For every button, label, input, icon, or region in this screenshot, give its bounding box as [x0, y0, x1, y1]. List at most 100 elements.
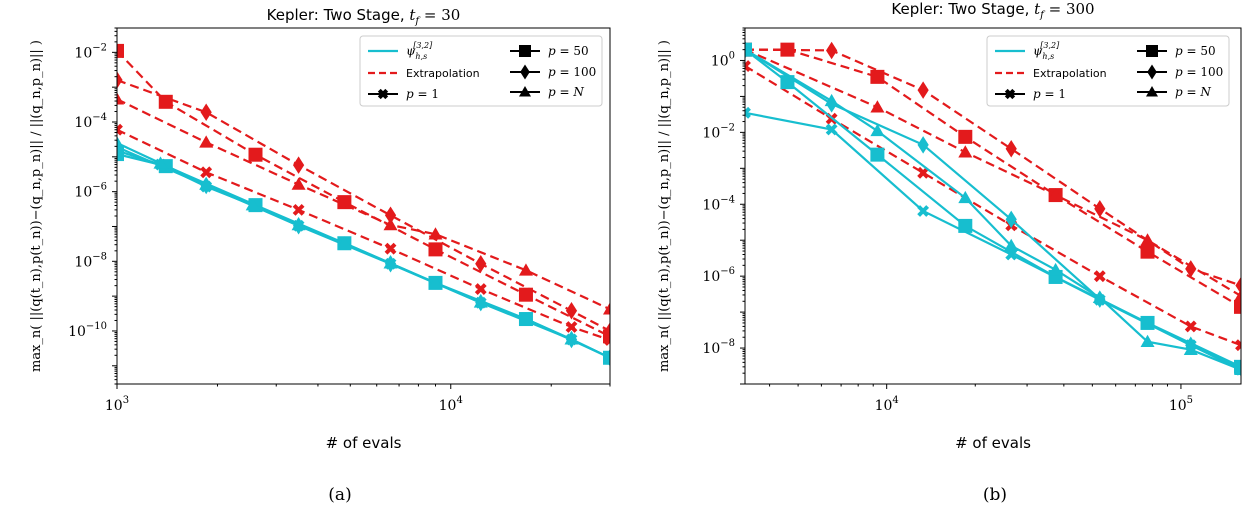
panel-caption: (a) [328, 485, 351, 505]
x-tick-label: 105 [1169, 395, 1193, 414]
series-extrapolation-p-100 [117, 71, 610, 340]
legend-marker-triangle [519, 86, 531, 97]
series-model-p-n [745, 42, 1241, 375]
legend-marker-label: p = 100 [1175, 65, 1223, 79]
data-point-extrapolation-p-1 [474, 283, 487, 295]
chart-panel-a: Kepler: Two Stage, tf = 3010−1010−810−61… [29, 6, 611, 452]
data-point-model-p-n [428, 275, 443, 289]
data-point-model-p-n [1234, 362, 1241, 375]
y-tick-label: 10−4 [702, 194, 735, 213]
y-tick-label: 10−8 [74, 251, 107, 270]
data-point-model-p-n [1183, 342, 1198, 355]
y-axis-label: max_n( ||(q(t_n),p(t_n))−(q_n,p_n)|| / |… [657, 40, 672, 372]
data-point-model-p-n [958, 190, 973, 204]
data-point-extrapolation-p-n [518, 263, 533, 276]
data-point-model-p-n [1092, 290, 1107, 304]
y-tick-label: 10−2 [702, 122, 735, 141]
series-extrapolation-p-n [117, 92, 610, 315]
data-point-model-p-n [117, 135, 124, 149]
data-point-extrapolation-p-1 [292, 203, 305, 216]
legend-marker-square [1146, 45, 1158, 57]
chart-title: Kepler: Two Stage, tf = 300 [891, 0, 1094, 21]
legend-box [359, 35, 603, 107]
data-point-extrapolation-p-1 [1235, 339, 1241, 352]
x-tick-label: 103 [105, 395, 129, 414]
data-point-model-p-n [1140, 334, 1155, 347]
data-point-model-p-50 [870, 147, 885, 162]
y-axis: 10−10 10−8 10−6 10−4 10−2 [68, 27, 117, 385]
legend-box [986, 35, 1230, 107]
x-tick-label: 104 [875, 395, 899, 414]
legend-marker-label: p = 100 [548, 65, 596, 79]
data-point-extrapolation-p-1 [1093, 270, 1106, 283]
data-point-extrapolation-p-100 [1094, 199, 1106, 218]
x-axis: 103 104 [105, 384, 611, 414]
series-line-model-p-n [117, 142, 610, 359]
data-point-extrapolation-p-1 [1184, 320, 1197, 333]
y-tick-label: 10−2 [74, 42, 107, 61]
legend-marker-label: p = 50 [548, 44, 589, 58]
y-axis: 10−8 10−6 10−4 10−2 100 [702, 27, 745, 385]
data-point-model-p-n [564, 332, 579, 345]
data-point-extrapolation-p-1 [117, 123, 123, 136]
data-point-extrapolation-p-n [291, 177, 306, 190]
y-tick-label: 10−4 [74, 112, 107, 131]
data-point-extrapolation-p-1 [384, 242, 397, 255]
data-point-model-p-n [473, 295, 488, 308]
data-point-extrapolation-p-n [1234, 289, 1241, 302]
data-point-extrapolation-p-100 [917, 81, 929, 99]
legend-marker-x [377, 88, 389, 100]
data-point-extrapolation-p-n [603, 302, 610, 315]
data-point-model-p-n [337, 236, 352, 249]
y-tick-label: 10−8 [702, 338, 735, 357]
series-line-extrapolation-p-n [117, 98, 610, 311]
data-point-model-p-1 [745, 106, 751, 119]
legend-marker-label: p = 1 [406, 87, 439, 101]
legend-marker-x [1004, 88, 1016, 100]
plot-area [117, 43, 610, 367]
data-point-extrapolation-p-50 [518, 287, 533, 302]
legend-marker-diamond [1147, 64, 1157, 80]
y-tick-label: 100 [711, 50, 735, 69]
series-line-extrapolation-p-n [745, 48, 1241, 297]
data-point-extrapolation-p-50 [958, 129, 973, 144]
series-model-p-n [117, 135, 610, 364]
data-point-model-p-n [245, 198, 260, 211]
series-line-model-p-n [745, 48, 1241, 371]
y-tick-label: 10−6 [74, 182, 107, 201]
legend-marker-diamond [520, 64, 530, 80]
legend-label-model: ψh,s[3,2] [406, 41, 433, 61]
legend-marker-triangle [1146, 86, 1158, 97]
data-point-model-p-100 [917, 136, 929, 154]
legend-label-model: ψh,s[3,2] [1033, 41, 1060, 61]
series-line-model-p-1 [117, 149, 610, 359]
data-point-extrapolation-p-50 [428, 242, 443, 257]
series-extrapolation-p-1 [117, 123, 610, 346]
chart-panel-b: Kepler: Two Stage, tf = 30010−810−610−41… [657, 0, 1242, 452]
legend-marker-label: p = N [548, 85, 584, 99]
data-point-extrapolation-p-100 [826, 41, 838, 60]
legend-marker-square [519, 45, 531, 57]
data-point-model-p-n [199, 177, 214, 190]
data-point-extrapolation-p-n [199, 135, 214, 148]
legend-marker-label: p = 50 [1175, 44, 1216, 58]
data-point-model-p-n [153, 156, 168, 169]
data-point-extrapolation-p-1 [200, 166, 213, 179]
data-point-extrapolation-p-50 [248, 147, 263, 162]
data-point-extrapolation-p-50 [158, 94, 173, 109]
x-axis-label: # of evals [955, 434, 1031, 452]
data-point-model-p-n [383, 256, 398, 269]
data-point-extrapolation-p-n [383, 218, 398, 231]
data-point-model-p-1 [1005, 248, 1018, 261]
data-point-model-p-n [824, 93, 839, 107]
data-point-extrapolation-p-1 [917, 166, 930, 179]
data-point-model-p-1 [825, 123, 838, 136]
data-point-extrapolation-p-100 [1005, 140, 1017, 158]
data-point-extrapolation-p-100 [475, 255, 487, 273]
series-line-extrapolation-p-1 [117, 128, 610, 342]
chart-title: Kepler: Two Stage, tf = 30 [267, 6, 461, 27]
legend: ψh,s[3,2] Extrapolation p = 1 p = 50 p = 100… [986, 35, 1230, 107]
x-axis: 104 105 [769, 384, 1193, 414]
data-point-extrapolation-p-50 [1234, 299, 1241, 314]
